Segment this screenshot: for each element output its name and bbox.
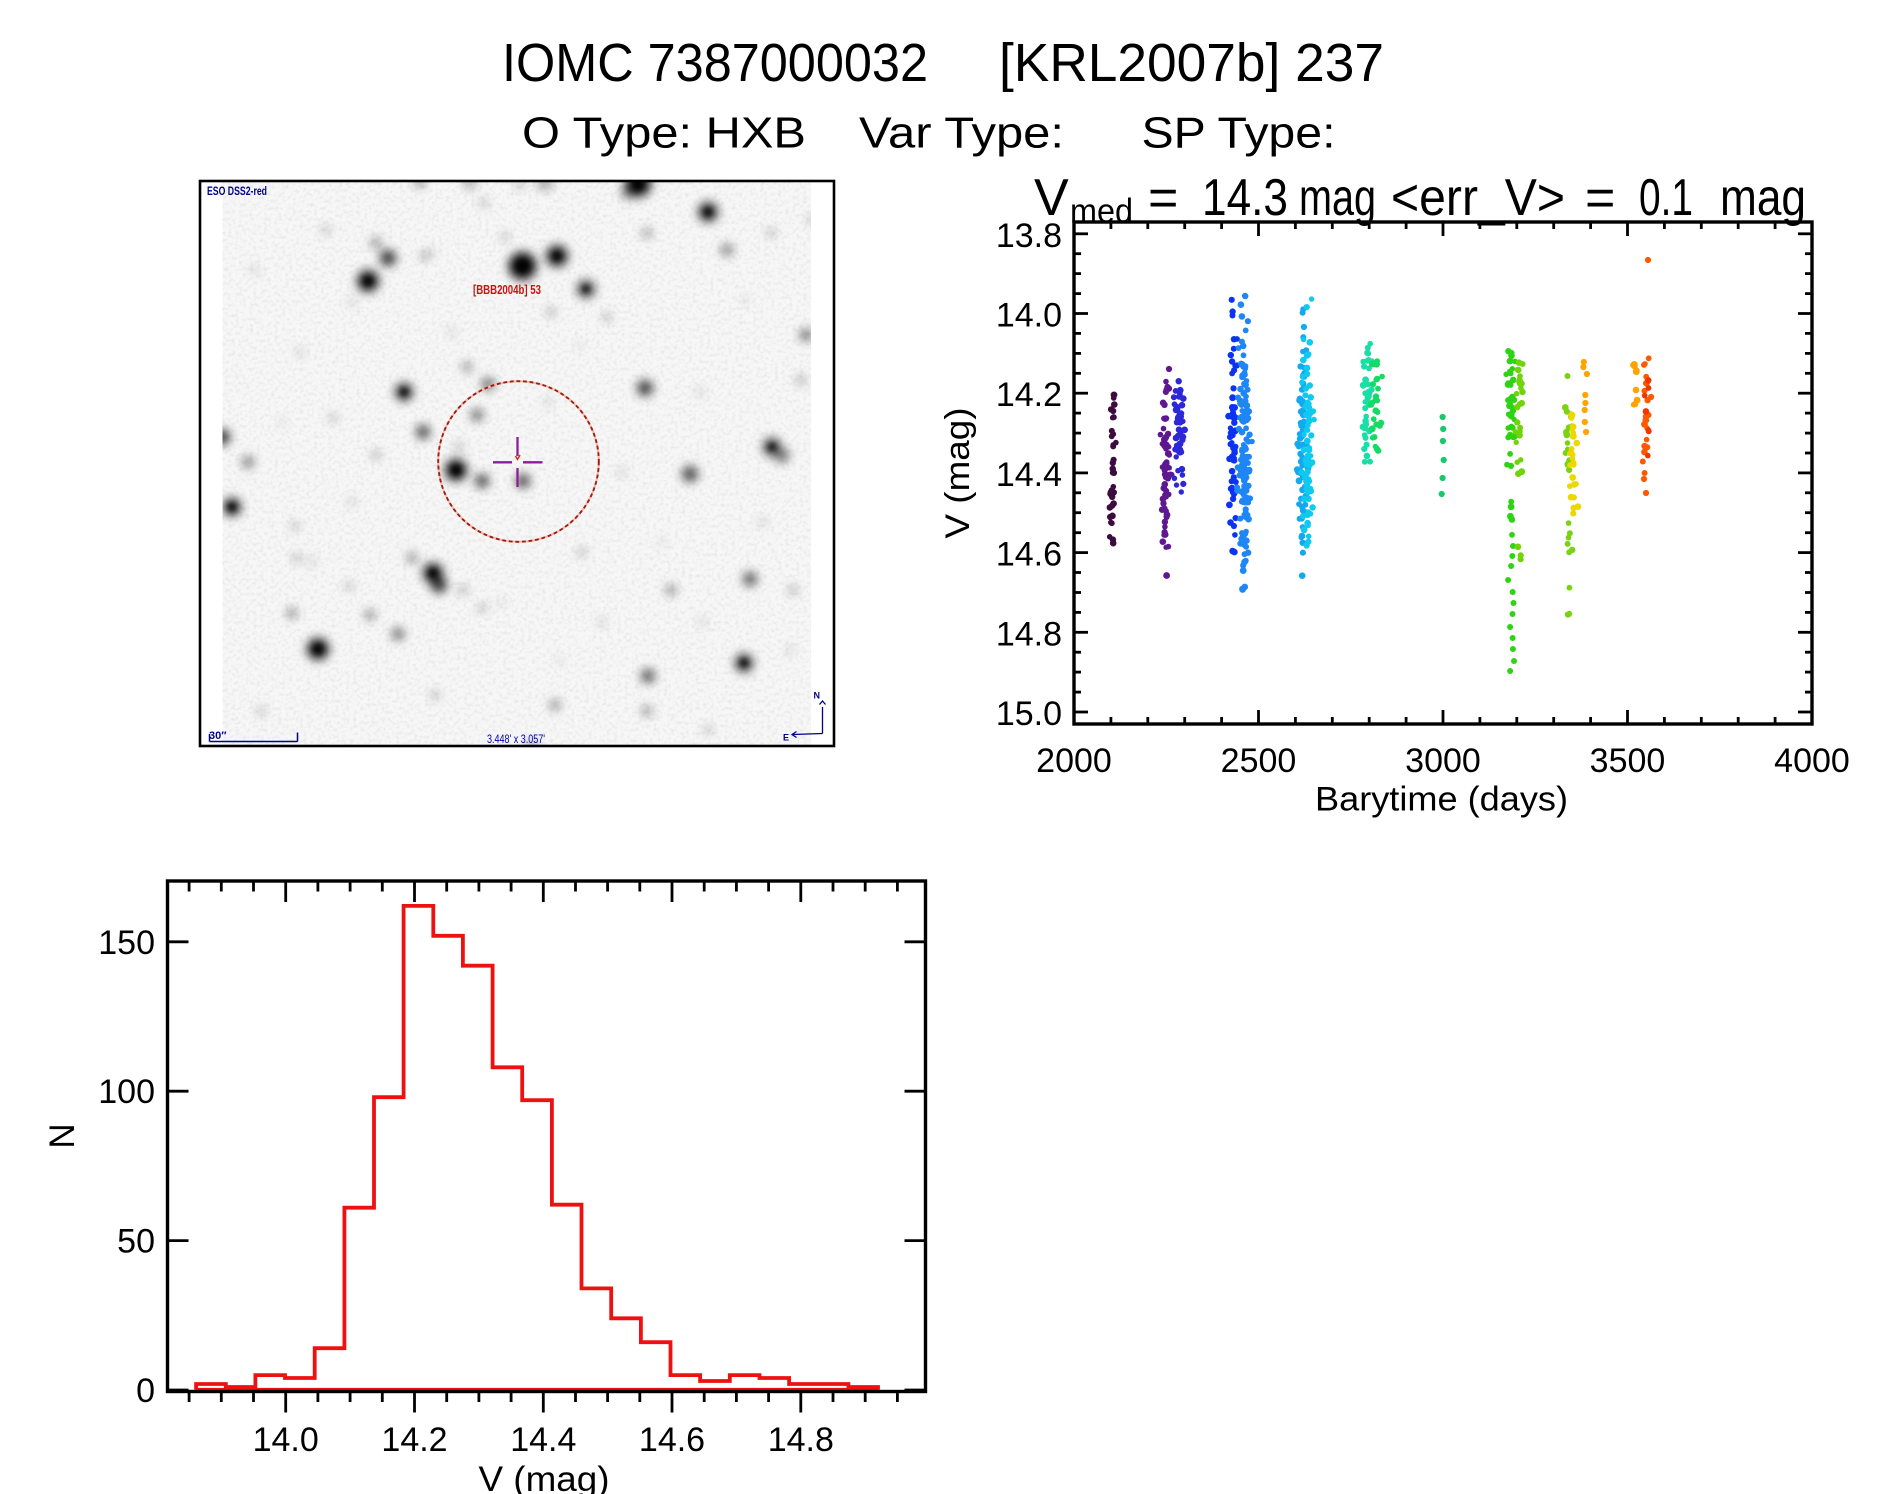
svg-text:30″: 30″ <box>209 730 227 742</box>
svg-text:14.6: 14.6 <box>996 536 1062 574</box>
svg-text:E: E <box>783 733 789 743</box>
svg-text:150: 150 <box>98 924 155 962</box>
svg-text:Var Type:: Var Type: <box>859 109 1064 158</box>
svg-text:0: 0 <box>136 1372 155 1410</box>
svg-text:15.0: 15.0 <box>996 695 1062 733</box>
svg-text:[BBB2004b] 53: [BBB2004b] 53 <box>473 282 541 297</box>
svg-text:[KRL2007b] 237: [KRL2007b] 237 <box>999 33 1384 93</box>
svg-text:14.8: 14.8 <box>768 1421 834 1459</box>
svg-text:IOMC 7387000032: IOMC 7387000032 <box>502 33 928 93</box>
svg-text:N: N <box>814 691 821 701</box>
svg-text:=: = <box>1148 169 1178 227</box>
svg-text:14.6: 14.6 <box>639 1421 705 1459</box>
svg-text:N: N <box>43 1123 82 1148</box>
svg-text:14.2: 14.2 <box>996 376 1062 414</box>
svg-text:<err_V>: <err_V> <box>1391 169 1565 227</box>
svg-text:V (mag): V (mag) <box>939 408 977 539</box>
svg-text:mag: mag <box>1299 169 1376 227</box>
svg-text:14.0: 14.0 <box>253 1421 319 1459</box>
svg-text:2500: 2500 <box>1221 742 1297 780</box>
svg-text:14.4: 14.4 <box>510 1421 576 1459</box>
svg-text:O Type: HXB: O Type: HXB <box>522 109 806 158</box>
svg-text:V: V <box>1034 169 1069 227</box>
svg-text:ESO DSS2-red: ESO DSS2-red <box>207 184 267 198</box>
svg-text:14.4: 14.4 <box>996 456 1062 494</box>
svg-text:Barytime (days): Barytime (days) <box>1315 781 1568 819</box>
svg-text:SP Type:: SP Type: <box>1142 109 1336 158</box>
svg-text:0.1: 0.1 <box>1639 169 1693 227</box>
svg-text:3.448' x 3.057': 3.448' x 3.057' <box>487 732 545 746</box>
svg-text:=: = <box>1585 169 1615 227</box>
svg-text:4000: 4000 <box>1774 742 1850 780</box>
svg-text:med: med <box>1070 193 1133 231</box>
svg-text:100: 100 <box>98 1073 155 1111</box>
svg-text:V (mag): V (mag) <box>479 1460 610 1494</box>
svg-text:14.0: 14.0 <box>996 297 1062 335</box>
svg-text:14.8: 14.8 <box>996 615 1062 653</box>
svg-text:14.2: 14.2 <box>381 1421 447 1459</box>
svg-text:14.3: 14.3 <box>1202 169 1288 227</box>
svg-text:50: 50 <box>117 1223 155 1261</box>
svg-text:2000: 2000 <box>1036 742 1112 780</box>
svg-text:3500: 3500 <box>1590 742 1666 780</box>
svg-text:3000: 3000 <box>1405 742 1481 780</box>
svg-text:13.8: 13.8 <box>996 217 1062 255</box>
svg-text:mag: mag <box>1720 169 1806 227</box>
